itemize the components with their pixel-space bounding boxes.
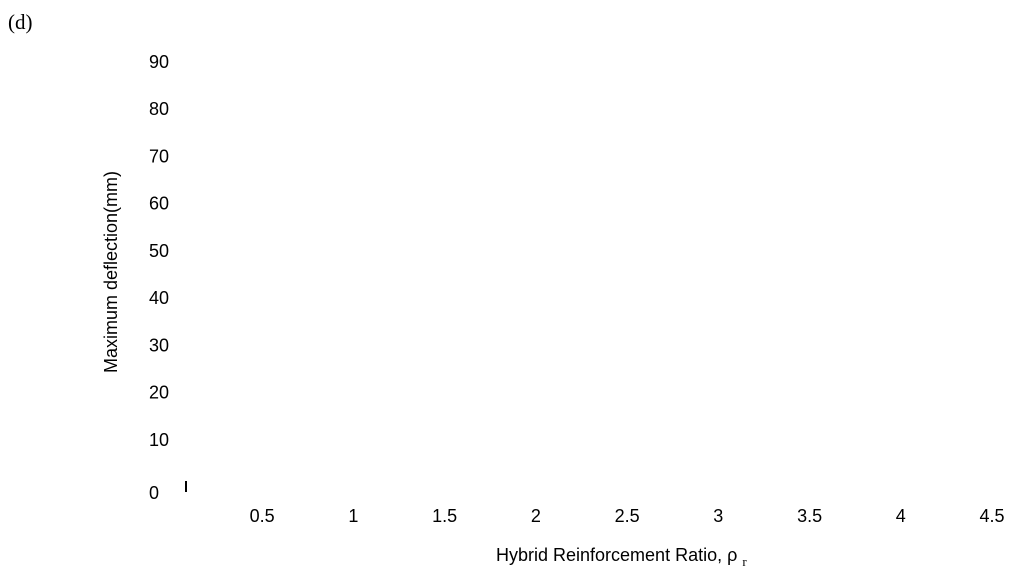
y-tick-label-60: 60 — [149, 194, 169, 214]
y-tick-label-90: 90 — [149, 52, 169, 72]
x-axis-title: Hybrid Reinforcement Ratio, ρ r — [496, 545, 747, 569]
y-tick-label-80: 80 — [149, 99, 169, 119]
x-tick-label-4.5: 4.5 — [979, 506, 1004, 526]
y-tick-label-50: 50 — [149, 241, 169, 261]
x-tick-label-3: 3 — [713, 506, 723, 526]
x-tick-label-2: 2 — [531, 506, 541, 526]
x-axis-ticks: 0.5 1 1.5 2 2.5 3 3.5 4 4.5 — [250, 506, 1005, 526]
x-tick-label-1: 1 — [348, 506, 358, 526]
y-tick-label-30: 30 — [149, 335, 169, 355]
x-tick-label-1.5: 1.5 — [432, 506, 457, 526]
x-tick-label-4: 4 — [896, 506, 906, 526]
x-tick-label-3.5: 3.5 — [797, 506, 822, 526]
x-tick-label-0.5: 0.5 — [250, 506, 275, 526]
origin-tick-mark — [185, 481, 187, 492]
y-tick-label-10: 10 — [149, 430, 169, 450]
y-tick-label-20: 20 — [149, 383, 169, 403]
y-tick-label-40: 40 — [149, 288, 169, 308]
x-axis-title-main: Hybrid Reinforcement Ratio, ρ — [496, 545, 737, 565]
y-axis-ticks: 0 10 20 30 40 50 60 70 80 90 — [149, 52, 169, 503]
x-tick-label-2.5: 2.5 — [615, 506, 640, 526]
x-axis-title-subscript: r — [742, 554, 747, 569]
y-axis-title: Maximum deflection(mm) — [101, 171, 121, 373]
y-tick-label-70: 70 — [149, 146, 169, 166]
y-tick-label-0: 0 — [149, 483, 159, 503]
